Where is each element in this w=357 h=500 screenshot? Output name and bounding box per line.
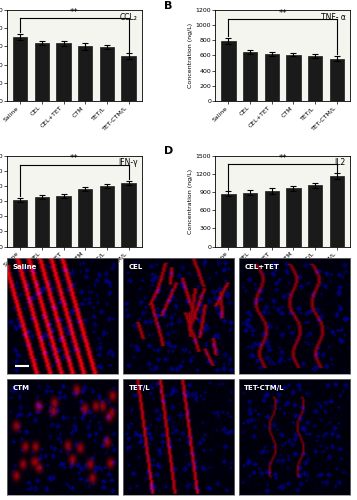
Text: **: ** (70, 154, 79, 164)
Bar (35, 43, 49, 101)
Bar (308, 56, 322, 101)
Bar (221, 194, 236, 246)
Bar (330, 58, 344, 101)
Text: IFN-γ: IFN-γ (118, 158, 137, 168)
Bar (221, 41, 236, 101)
Bar (13, 36, 27, 101)
Bar (243, 192, 257, 246)
Bar (308, 186, 322, 246)
Bar (286, 54, 301, 101)
Bar (121, 183, 136, 246)
Text: CTM: CTM (13, 385, 30, 391)
Text: TET/L: TET/L (129, 385, 150, 391)
Bar (243, 52, 257, 101)
Text: IL2: IL2 (335, 158, 346, 168)
Text: **: ** (70, 8, 79, 17)
Text: B: B (164, 1, 173, 11)
Bar (121, 56, 136, 101)
Text: CEL: CEL (129, 264, 143, 270)
Text: **: ** (278, 154, 287, 162)
Text: **: ** (278, 8, 287, 18)
Bar (100, 47, 114, 101)
Bar (265, 191, 279, 246)
Text: TNF- α: TNF- α (321, 12, 346, 22)
Bar (78, 46, 92, 101)
Bar (265, 54, 279, 101)
Text: Saline: Saline (13, 264, 37, 270)
Bar (100, 186, 114, 246)
Bar (56, 44, 71, 101)
Text: CCL₂: CCL₂ (120, 12, 137, 22)
Bar (35, 197, 49, 246)
Y-axis label: Concentration (ng/L): Concentration (ng/L) (188, 23, 193, 88)
Text: CEL+TET: CEL+TET (244, 264, 279, 270)
Bar (330, 176, 344, 246)
Bar (56, 196, 71, 246)
Text: D: D (164, 146, 174, 156)
Y-axis label: Concentration (ng/L): Concentration (ng/L) (188, 168, 193, 234)
Bar (286, 188, 301, 246)
Text: TET-CTM/L: TET-CTM/L (244, 385, 285, 391)
Bar (13, 200, 27, 246)
Bar (78, 189, 92, 246)
